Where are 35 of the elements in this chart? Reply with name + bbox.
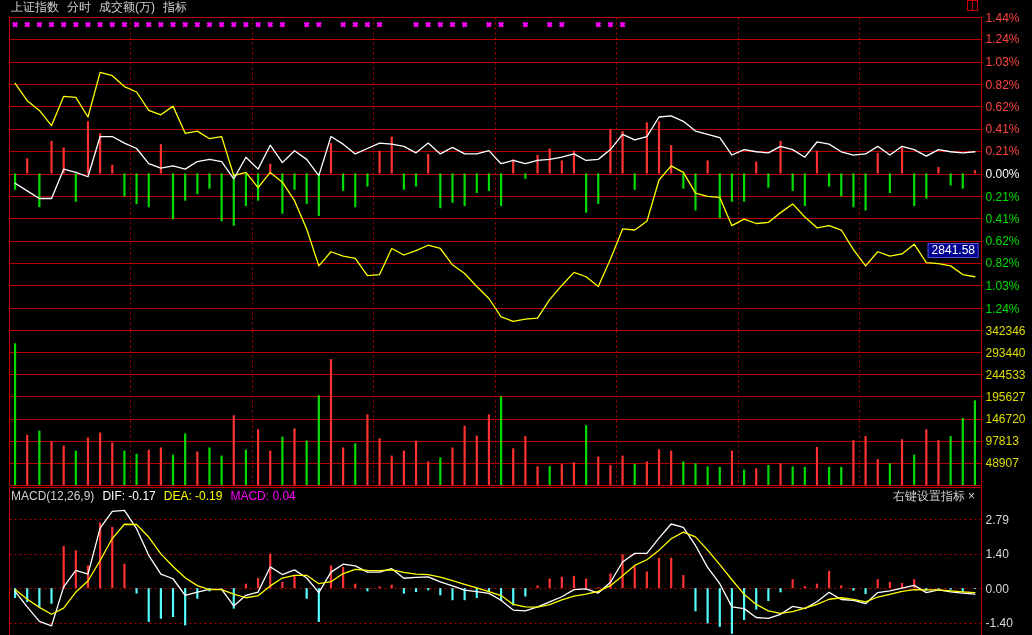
text: DEA: -0.19	[163, 489, 223, 503]
y-tick-label: 0.41%	[985, 122, 1020, 137]
chart-title: 上证指数	[11, 0, 59, 14]
y-tick-label: 0.82%	[985, 256, 1020, 271]
y-tick-label: 1.24%	[985, 301, 1020, 316]
y-tick-label: 2.79	[985, 512, 1010, 527]
y-tick-label: 48907	[985, 456, 1020, 471]
y-tick-label: -1.40	[985, 616, 1014, 631]
y-tick-label: 0.00	[985, 581, 1010, 596]
y-tick-label: 0.21%	[985, 144, 1020, 159]
y-tick-label: 0.00%	[985, 167, 1020, 181]
annotation: MACD: 0.04	[230, 489, 296, 503]
y-tick-label: 1.24%	[985, 32, 1020, 47]
y-tick-label: 293440	[985, 345, 1026, 360]
text: 成交额(万)	[99, 0, 155, 14]
y-tick-label: 244533	[985, 367, 1026, 382]
y-tick-label: 146720	[985, 412, 1026, 427]
chart-title: MACD(12,26,9)	[11, 489, 95, 503]
y-tick-label: 0.21%	[985, 189, 1020, 204]
y-tick-label: 0.62%	[985, 99, 1020, 114]
y-tick-label: 195627	[985, 389, 1026, 404]
y-tick-label: 1.03%	[985, 55, 1020, 70]
y-tick-label: 0.82%	[985, 77, 1020, 92]
y-tick-label: 0.41%	[985, 211, 1020, 226]
y-tick-label: 0.62%	[985, 234, 1020, 249]
y-tick-label: 1.03%	[985, 278, 1020, 293]
annotation: 2841.58	[927, 243, 979, 258]
y-tick-label: 97813	[985, 434, 1020, 449]
text: 指标	[163, 0, 187, 14]
series-label: DIF: -0.17	[102, 489, 156, 503]
y-tick-label: 1.40	[985, 547, 1010, 562]
y-tick-label: 342346	[985, 323, 1026, 338]
annotation: 右键设置指标 ×	[892, 489, 975, 503]
y-tick-label: 1.44%	[985, 10, 1020, 25]
text: 分时	[67, 0, 91, 14]
